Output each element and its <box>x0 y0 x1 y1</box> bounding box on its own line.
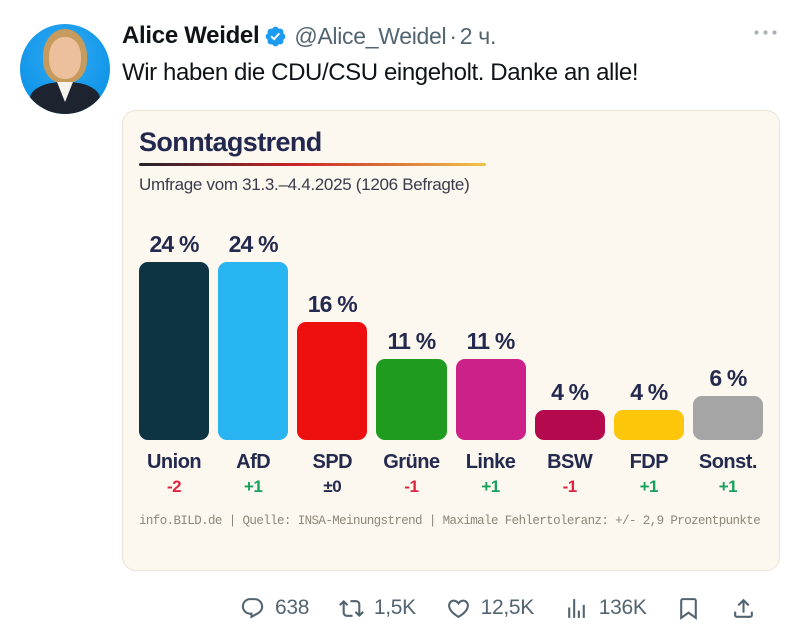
chart-column-afd: 24 % <box>218 230 289 440</box>
party-label-fdp: FDP <box>629 450 669 473</box>
action-bar: 638 1,5K 12,5K 136K <box>240 596 756 621</box>
chart-column-grne: 11 % <box>376 327 447 440</box>
party-label-spd: SPD <box>312 450 353 473</box>
party-label-union: Union <box>146 450 202 473</box>
bar-bsw <box>534 409 605 440</box>
bar-value-union: 24 % <box>149 230 199 257</box>
bar-spd <box>297 321 368 440</box>
party-label-linke: Linke <box>465 450 516 473</box>
chart-source-footer: info.BILD.de | Quelle: INSA-Meinungstren… <box>139 513 761 528</box>
chart-title: Sonntagstrend <box>139 126 322 157</box>
bar-value-linke: 11 % <box>466 327 516 354</box>
chart-column-fdp: 4 % <box>613 378 684 440</box>
chart-bars: 24 % 24 % 16 % 11 % 11 % 4 % 4 % 6 % <box>139 195 763 440</box>
share-icon <box>734 598 753 618</box>
reply-count: 638 <box>275 596 310 620</box>
tweet-header: Alice Weidel @Alice_Weidel · 2 ч. <box>122 0 780 50</box>
handle-and-time[interactable]: @Alice_Weidel · 2 ч. <box>294 23 496 50</box>
views-button[interactable]: 136K <box>564 596 647 621</box>
analytics-icon <box>567 598 585 618</box>
party-label-bsw: BSW <box>547 450 593 473</box>
bar-value-bsw: 4 % <box>551 378 589 405</box>
party-change-bsw: -1 <box>562 476 578 496</box>
party-change-afd: +1 <box>243 476 263 496</box>
bar-sonst <box>692 395 763 440</box>
like-button[interactable]: 12,5K <box>446 596 534 621</box>
tweet: Alice Weidel @Alice_Weidel · 2 ч. Wir habe… <box>122 0 780 621</box>
bar-grne <box>376 358 447 440</box>
avatar[interactable] <box>20 24 110 114</box>
title-underline <box>139 162 486 166</box>
repost-icon <box>338 599 364 617</box>
repost-count: 1,5K <box>373 596 416 620</box>
view-count: 136K <box>598 596 647 620</box>
bar-value-grne: 11 % <box>387 327 436 354</box>
chart-subtitle: Umfrage vom 31.3.–4.4.2025 (1206 Befragt… <box>139 174 470 194</box>
party-label-afd: AfD <box>236 450 271 473</box>
chart-column-sonst: 6 % <box>692 364 763 440</box>
party-change-spd: ±0 <box>323 476 342 496</box>
separator-dot: · <box>449 22 457 49</box>
party-change-fdp: +1 <box>639 476 659 496</box>
bar-value-afd: 24 % <box>228 230 279 257</box>
handle[interactable]: @Alice_Weidel <box>294 22 447 49</box>
author-name[interactable]: Alice Weidel <box>122 22 260 49</box>
party-change-sonst: +1 <box>718 476 738 496</box>
chart-column-bsw: 4 % <box>534 378 605 440</box>
bar-afd <box>218 261 289 440</box>
bookmark-button[interactable] <box>676 596 701 621</box>
heart-icon <box>447 599 469 618</box>
chart-column-union: 24 % <box>139 230 210 440</box>
party-label-sonst: Sonst. <box>698 450 758 473</box>
chart-column-linke: 11 % <box>455 327 526 440</box>
share-button[interactable] <box>731 596 756 621</box>
chart-column-spd: 16 % <box>297 290 368 440</box>
more-button[interactable] <box>743 22 780 43</box>
bar-fdp <box>613 409 684 440</box>
repost-button[interactable]: 1,5K <box>338 596 416 621</box>
chart-party-names: Union AfD SPD Grüne Linke BSW FDP Sonst. <box>139 451 763 474</box>
bar-value-spd: 16 % <box>307 290 358 317</box>
bar-union <box>139 261 210 440</box>
bar-value-fdp: 4 % <box>630 378 668 405</box>
party-label-grne: Grüne <box>383 450 440 473</box>
party-change-grne: -1 <box>404 476 419 496</box>
reply-button[interactable]: 638 <box>240 596 309 621</box>
timestamp[interactable]: 2 ч. <box>459 22 497 49</box>
tweet-text: Wir haben die CDU/CSU eingeholt. Danke a… <box>122 59 639 86</box>
bar-linke <box>455 358 526 440</box>
chart-changes: -2 +1 ±0 -1 +1 -1 +1 +1 <box>139 477 763 497</box>
bar-value-sonst: 6 % <box>709 364 747 391</box>
ellipsis-icon <box>754 30 777 35</box>
verified-badge-icon <box>266 26 286 46</box>
bookmark-icon <box>680 597 698 620</box>
poll-chart-card[interactable]: Sonntagstrend Umfrage vom 31.3.–4.4.2025… <box>122 109 780 571</box>
like-count: 12,5K <box>480 596 535 620</box>
party-change-linke: +1 <box>481 476 500 496</box>
reply-icon <box>241 597 264 619</box>
party-change-union: -2 <box>167 476 182 496</box>
avatar-face <box>49 37 81 79</box>
